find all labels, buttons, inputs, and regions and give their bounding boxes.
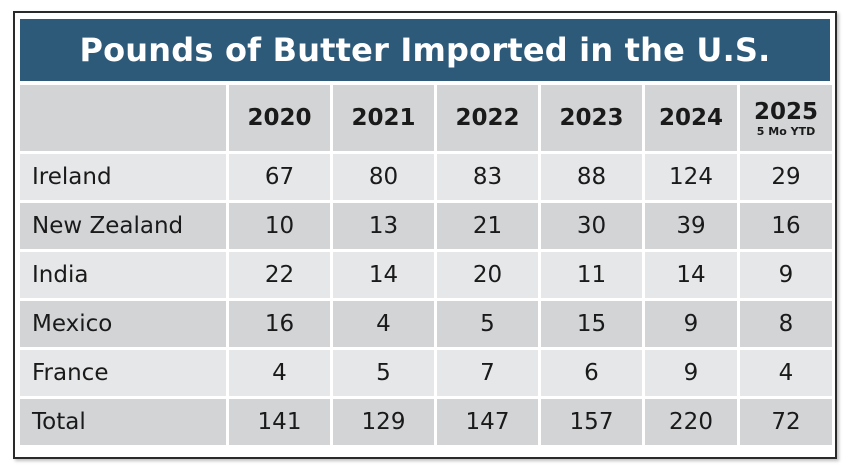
table-cell: 14 [333, 252, 434, 298]
table-cell: 88 [541, 154, 642, 200]
table-cell: 9 [645, 350, 737, 396]
table-cell: 4 [229, 350, 330, 396]
table-cell: 220 [645, 399, 737, 445]
table-cell: 29 [740, 154, 832, 200]
table-cell: 16 [740, 203, 832, 249]
row-label: Mexico [20, 301, 226, 347]
year-header-2023: 2023 [541, 85, 642, 151]
table-title: Pounds of Butter Imported in the U.S. [20, 19, 830, 81]
row-label: India [20, 252, 226, 298]
table-cell: 83 [437, 154, 538, 200]
table-cell: 6 [541, 350, 642, 396]
table-frame: Pounds of Butter Imported in the U.S. 20… [13, 11, 837, 459]
table-cell: 80 [333, 154, 434, 200]
table-cell: 39 [645, 203, 737, 249]
table-cell: 7 [437, 350, 538, 396]
row-label: New Zealand [20, 203, 226, 249]
table-row: Total 141 129 147 157 220 72 [20, 399, 832, 445]
table-cell: 15 [541, 301, 642, 347]
year-header-2022: 2022 [437, 85, 538, 151]
row-label: Total [20, 399, 226, 445]
table-cell: 8 [740, 301, 832, 347]
table-cell: 13 [333, 203, 434, 249]
ytd-note: 5 Mo YTD [756, 124, 816, 138]
header-corner-cell [20, 85, 226, 151]
table-cell: 22 [229, 252, 330, 298]
table-row: Ireland 67 80 83 88 124 29 [20, 154, 832, 200]
table-row: Mexico 16 4 5 15 9 8 [20, 301, 832, 347]
table-cell: 14 [645, 252, 737, 298]
row-label: Ireland [20, 154, 226, 200]
row-label: France [20, 350, 226, 396]
table-row: India 22 14 20 11 14 9 [20, 252, 832, 298]
year-header-2024: 2024 [645, 85, 737, 151]
table-cell: 11 [541, 252, 642, 298]
table-cell: 72 [740, 399, 832, 445]
year-header-2025: 2025 5 Mo YTD [740, 85, 832, 151]
table-cell: 30 [541, 203, 642, 249]
table-cell: 124 [645, 154, 737, 200]
table-row: New Zealand 10 13 21 30 39 16 [20, 203, 832, 249]
table-cell: 10 [229, 203, 330, 249]
year-header-2021: 2021 [333, 85, 434, 151]
table-cell: 16 [229, 301, 330, 347]
table-cell: 9 [645, 301, 737, 347]
table-cell: 4 [333, 301, 434, 347]
table-cell: 4 [740, 350, 832, 396]
year-header-2020: 2020 [229, 85, 330, 151]
table-cell: 20 [437, 252, 538, 298]
table-cell: 129 [333, 399, 434, 445]
table-cell: 5 [333, 350, 434, 396]
table-cell: 147 [437, 399, 538, 445]
table-cell: 5 [437, 301, 538, 347]
table-cell: 21 [437, 203, 538, 249]
butter-import-table: 2020 2021 2022 2023 2024 2025 5 Mo YTD I… [17, 82, 835, 448]
table-cell: 9 [740, 252, 832, 298]
table-row: France 4 5 7 6 9 4 [20, 350, 832, 396]
table-cell: 157 [541, 399, 642, 445]
header-row: 2020 2021 2022 2023 2024 2025 5 Mo YTD [20, 85, 832, 151]
table-cell: 67 [229, 154, 330, 200]
table-cell: 141 [229, 399, 330, 445]
